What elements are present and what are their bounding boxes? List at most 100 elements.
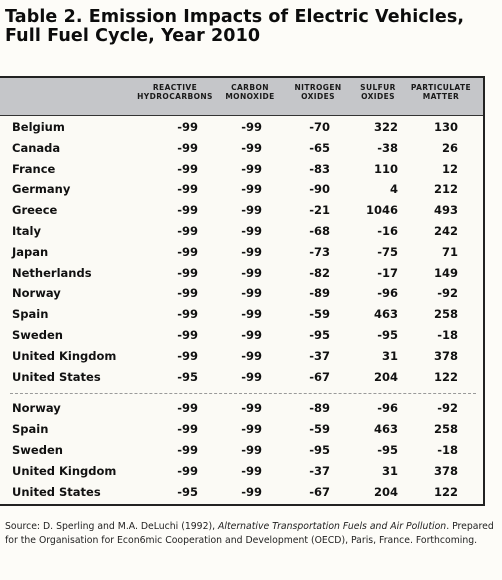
- cell-nitrogen-oxides: -67: [309, 484, 330, 499]
- cell-particulate-matter: -92: [437, 286, 458, 301]
- table-row: Belgium -99 -99 -70 322 130: [0, 117, 483, 137]
- row-country: France: [12, 161, 56, 176]
- cell-nitrogen-oxides: -95: [309, 443, 330, 457]
- cell-hydrocarbons: -99: [177, 328, 198, 342]
- cell-nitrogen-oxides: -59: [309, 307, 330, 322]
- table-row: United Kingdom -99 -99 -37 31 378: [0, 346, 483, 366]
- cell-particulate-matter: 258: [433, 307, 458, 322]
- table-header: REACTIVE HYDROCARBONS CARBON MONOXIDE NI…: [0, 78, 483, 116]
- cell-particulate-matter: 258: [433, 422, 458, 437]
- cell-sulfur-oxides: 1046: [365, 203, 398, 218]
- cell-nitrogen-oxides: -67: [309, 369, 330, 384]
- cell-hydrocarbons: -99: [177, 443, 198, 457]
- cell-sulfur-oxides: 31: [381, 463, 398, 478]
- cell-sulfur-oxides: -96: [377, 286, 398, 301]
- table-row: Spain -99 -99 -59 463 258: [0, 419, 483, 439]
- cell-carbon-monoxide: -99: [241, 286, 262, 301]
- cell-hydrocarbons: -99: [177, 463, 198, 478]
- cell-carbon-monoxide: -99: [241, 348, 262, 363]
- row-country: Canada: [12, 140, 61, 155]
- col-header-sulfur-oxides: SULFUR OXIDES: [360, 83, 396, 101]
- cell-nitrogen-oxides: -70: [309, 120, 330, 134]
- table-row: Italy -99 -99 -68 -16 242: [0, 221, 483, 241]
- cell-particulate-matter: -18: [437, 328, 458, 342]
- cell-particulate-matter: 26: [441, 140, 458, 155]
- row-country: Sweden: [12, 328, 63, 342]
- row-country: Sweden: [12, 443, 63, 457]
- col-header-nitrogen-oxides: NITROGEN OXIDES: [294, 83, 342, 101]
- cell-hydrocarbons: -99: [177, 120, 198, 134]
- col-header-reactive-hydrocarbons: REACTIVE HYDROCARBONS: [137, 83, 213, 101]
- cell-hydrocarbons: -99: [177, 244, 198, 259]
- source-note: Source: D. Sperling and M.A. DeLuchi (19…: [5, 520, 497, 548]
- cell-carbon-monoxide: -99: [241, 120, 262, 134]
- cell-carbon-monoxide: -99: [241, 422, 262, 437]
- row-country: Germany: [12, 182, 71, 197]
- cell-carbon-monoxide: -99: [241, 244, 262, 259]
- cell-particulate-matter: 212: [433, 182, 458, 197]
- cell-sulfur-oxides: 204: [373, 484, 398, 499]
- cell-nitrogen-oxides: -89: [309, 286, 330, 301]
- table-title: Table 2. Emission Impacts of Electric Ve…: [5, 7, 465, 46]
- table-row: Norway -99 -99 -89 -96 -92: [0, 398, 483, 418]
- cell-carbon-monoxide: -99: [241, 463, 262, 478]
- row-country: United Kingdom: [12, 463, 117, 478]
- cell-carbon-monoxide: -99: [241, 369, 262, 384]
- cell-carbon-monoxide: -99: [241, 182, 262, 197]
- cell-nitrogen-oxides: -89: [309, 401, 330, 416]
- cell-carbon-monoxide: -99: [241, 484, 262, 499]
- table-row: Sweden -99 -99 -95 -95 -18: [0, 325, 483, 345]
- col-header-particulate-matter: PARTICULATE MATTER: [410, 83, 472, 101]
- row-country: Spain: [12, 422, 49, 437]
- cell-carbon-monoxide: -99: [241, 307, 262, 322]
- cell-sulfur-oxides: -17: [377, 265, 398, 280]
- source-prefix: Source: D. Sperling and M.A. DeLuchi (19…: [5, 521, 219, 532]
- cell-particulate-matter: 493: [433, 203, 458, 218]
- table-row: Japan -99 -99 -73 -75 71: [0, 242, 483, 262]
- cell-nitrogen-oxides: -68: [309, 224, 330, 238]
- section-separator: [10, 393, 476, 395]
- cell-nitrogen-oxides: -82: [309, 265, 330, 280]
- col-header-carbon-monoxide: CARBON MONOXIDE: [225, 83, 275, 101]
- cell-nitrogen-oxides: -37: [309, 348, 330, 363]
- cell-particulate-matter: 242: [433, 224, 458, 238]
- cell-sulfur-oxides: -38: [377, 140, 398, 155]
- cell-hydrocarbons: -99: [177, 401, 198, 416]
- table-row: France -99 -99 -83 110 12: [0, 159, 483, 179]
- cell-particulate-matter: 12: [441, 161, 458, 176]
- cell-sulfur-oxides: -96: [377, 401, 398, 416]
- row-country: Netherlands: [12, 265, 92, 280]
- row-country: Japan: [12, 244, 49, 259]
- cell-nitrogen-oxides: -83: [309, 161, 330, 176]
- cell-carbon-monoxide: -99: [241, 224, 262, 238]
- cell-hydrocarbons: -99: [177, 182, 198, 197]
- cell-sulfur-oxides: 322: [373, 120, 398, 134]
- row-country: United States: [12, 484, 101, 499]
- table-row: Netherlands -99 -99 -82 -17 149: [0, 263, 483, 283]
- cell-particulate-matter: 378: [433, 463, 458, 478]
- row-country: United States: [12, 369, 101, 384]
- cell-nitrogen-oxides: -59: [309, 422, 330, 437]
- table-row: United States -95 -99 -67 204 122: [0, 367, 483, 387]
- cell-particulate-matter: 122: [433, 484, 458, 499]
- table-row: Greece -99 -99 -21 1046 493: [0, 200, 483, 220]
- cell-sulfur-oxides: 31: [381, 348, 398, 363]
- cell-nitrogen-oxides: -65: [309, 140, 330, 155]
- cell-sulfur-oxides: -16: [377, 224, 398, 238]
- row-country: Greece: [12, 203, 58, 218]
- row-country: United Kingdom: [12, 348, 117, 363]
- cell-sulfur-oxides: -75: [377, 244, 398, 259]
- cell-hydrocarbons: -99: [177, 265, 198, 280]
- cell-particulate-matter: -18: [437, 443, 458, 457]
- source-suffix: . Prepared for the Organisation for Econ…: [5, 521, 494, 546]
- cell-particulate-matter: -92: [437, 401, 458, 416]
- cell-particulate-matter: 71: [441, 244, 458, 259]
- table-row: Canada -99 -99 -65 -38 26: [0, 138, 483, 158]
- cell-hydrocarbons: -99: [177, 140, 198, 155]
- row-country: Belgium: [12, 120, 65, 134]
- emissions-table: REACTIVE HYDROCARBONS CARBON MONOXIDE NI…: [0, 76, 485, 506]
- cell-carbon-monoxide: -99: [241, 161, 262, 176]
- cell-sulfur-oxides: 204: [373, 369, 398, 384]
- cell-nitrogen-oxides: -21: [309, 203, 330, 218]
- cell-carbon-monoxide: -99: [241, 401, 262, 416]
